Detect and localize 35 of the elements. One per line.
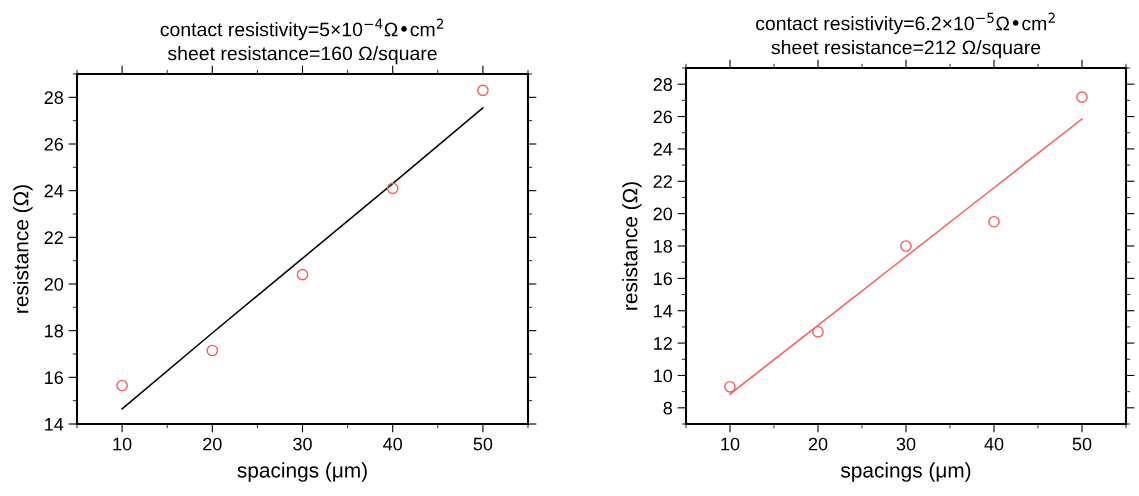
x-tick-label: 30 bbox=[293, 437, 312, 451]
y-tick-label: 26 bbox=[44, 137, 64, 151]
y-tick-label: 12 bbox=[654, 337, 672, 350]
x-tick-label: 50 bbox=[473, 437, 493, 451]
x-tick-label: 20 bbox=[808, 437, 828, 451]
y-tick-label: 10 bbox=[654, 369, 673, 383]
y-tick-label: 18 bbox=[45, 324, 64, 338]
y-tick-label: 14 bbox=[654, 304, 673, 318]
y-tick-label: 20 bbox=[653, 207, 673, 221]
y-axis-title: resistance (Ω) bbox=[13, 185, 33, 313]
x-tick-label: 20 bbox=[203, 437, 222, 451]
chart-title: contact resistivity=6.2×10$^{−5}$Ω•cm$^{2}$ sheet resistance=212 Ω/square bbox=[756, 12, 1055, 59]
y-tick-label: 24 bbox=[44, 184, 64, 198]
x-axis-title: spacings (μm) bbox=[237, 462, 367, 482]
y-tick-label: 8 bbox=[663, 401, 673, 415]
y-tick-label: 16 bbox=[654, 272, 673, 286]
x-tick-label: 50 bbox=[1072, 437, 1092, 451]
y-tick-label: 18 bbox=[654, 239, 673, 253]
x-axis-title: spacings (μm) bbox=[840, 462, 971, 482]
x-tick-label: 10 bbox=[721, 437, 740, 451]
x-tick-label: 30 bbox=[896, 437, 916, 451]
y-tick-label: 14 bbox=[45, 418, 64, 431]
chart-title: contact resistivity=5×10$^{−4}$Ω•cm$^{2}$ sheet resistance=160 Ω/square bbox=[160, 18, 444, 65]
x-tick-label: 40 bbox=[383, 437, 403, 451]
y-tick-label: 26 bbox=[653, 110, 673, 124]
y-tick-label: 28 bbox=[44, 91, 64, 105]
y-tick-label: 22 bbox=[653, 175, 672, 188]
y-axis-title: resistance (Ω) bbox=[622, 182, 642, 310]
y-tick-label: 22 bbox=[44, 231, 63, 244]
y-tick-label: 24 bbox=[653, 142, 673, 156]
y-tick-label: 16 bbox=[45, 371, 64, 385]
x-tick-label: 10 bbox=[113, 437, 132, 451]
y-tick-label: 28 bbox=[653, 78, 673, 91]
x-tick-label: 40 bbox=[984, 437, 1004, 451]
y-tick-label: 20 bbox=[44, 277, 64, 291]
